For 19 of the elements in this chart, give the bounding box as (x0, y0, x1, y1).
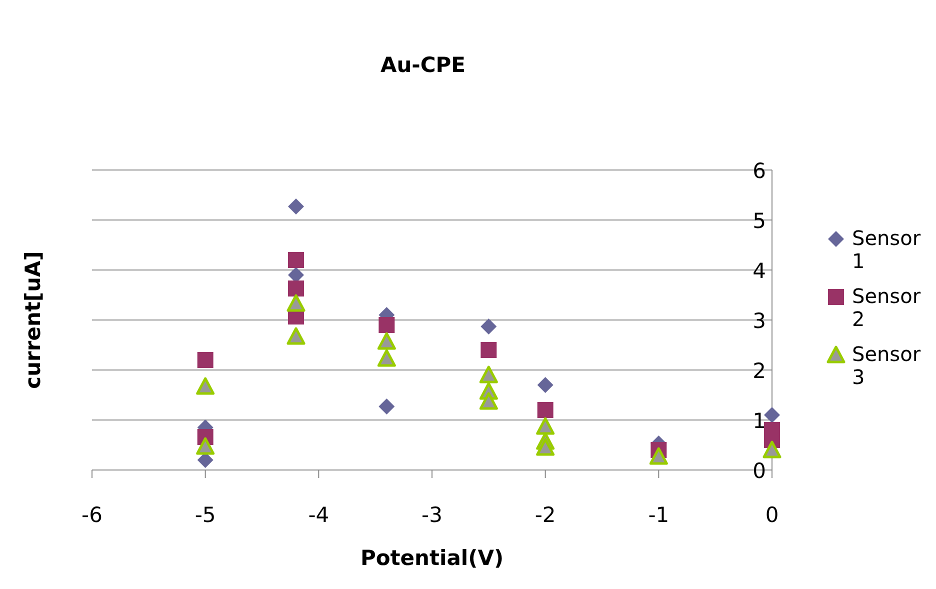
chart-title: Au-CPE (380, 53, 466, 77)
x-tick-label: -5 (194, 503, 216, 527)
y-tick-label: 6 (752, 159, 766, 183)
x-tick-label: -1 (648, 503, 670, 527)
y-tick-label: 0 (752, 459, 766, 483)
y-tick-label: 3 (752, 309, 766, 333)
legend-label: Sensor 3 (852, 342, 922, 389)
y-tick-label: 5 (752, 209, 766, 233)
y-tick-label: 4 (752, 259, 766, 283)
x-tick-label: -3 (422, 503, 442, 527)
x-axis-title: Potential(V) (360, 546, 504, 570)
y-tick-label: 2 (752, 359, 766, 383)
legend-label: Sensor 1 (852, 226, 922, 273)
x-tick-label: -2 (534, 503, 556, 527)
y-axis-title: current[uA] (21, 251, 45, 389)
y-tick-label: 1 (752, 409, 766, 433)
legend-label: Sensor 2 (852, 284, 922, 331)
x-tick-label: -6 (82, 503, 102, 527)
x-tick-label: -4 (308, 503, 330, 527)
